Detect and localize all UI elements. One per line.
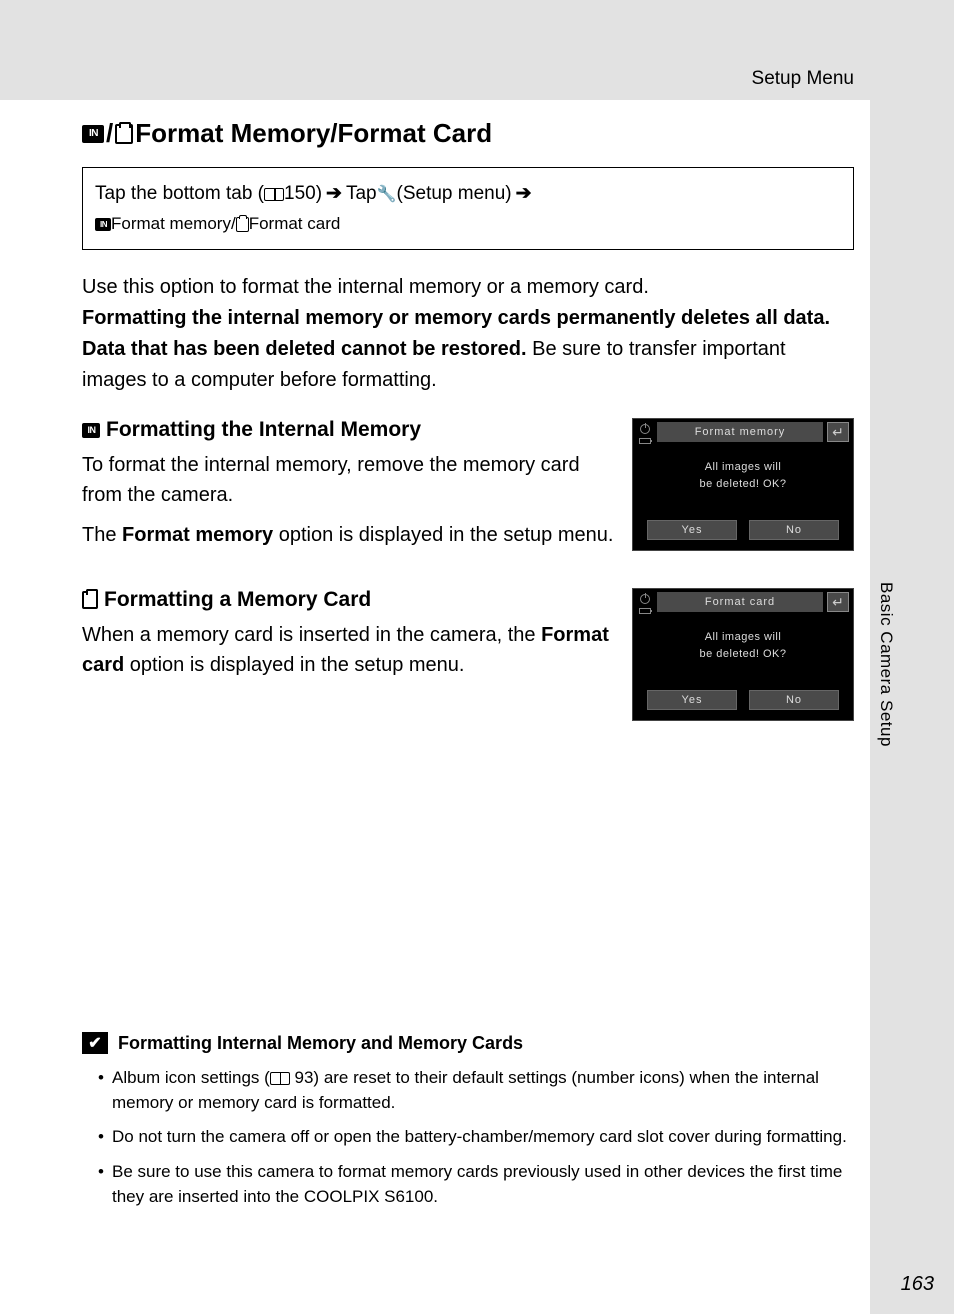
page-title-text: Format Memory/Format Card xyxy=(135,118,492,149)
lcd-title: Format card xyxy=(657,592,823,612)
lcd-no-button[interactable]: No xyxy=(749,690,839,710)
intro-line-1: Use this option to format the internal m… xyxy=(82,272,854,303)
internal-memory-icon: IN xyxy=(82,125,104,143)
page-ref-icon xyxy=(270,1072,290,1085)
navigation-path-box: Tap the bottom tab ( 150) ➔ Tap 🔧 (Setup… xyxy=(82,167,854,250)
section-format-card: Formatting a Memory Card When a memory c… xyxy=(82,588,854,721)
text-run: When a memory card is inserted in the ca… xyxy=(82,624,541,646)
lcd-screenshot-format-card: Format card ↵ All images will be deleted… xyxy=(632,588,854,721)
nav-text: Format memory/ xyxy=(111,210,236,239)
page-shell: Setup Menu IN/ Format Memory/Format Card… xyxy=(0,0,954,1314)
lcd-message: All images will be deleted! OK? xyxy=(633,615,853,690)
section-paragraph: To format the internal memory, remove th… xyxy=(82,450,614,510)
section-paragraph: When a memory card is inserted in the ca… xyxy=(82,620,614,680)
lcd-title: Format memory xyxy=(657,422,823,442)
note-bullet: Album icon settings ( 93) are reset to t… xyxy=(98,1066,854,1115)
caution-check-icon: ✔ xyxy=(82,1032,108,1054)
setup-wrench-icon: 🔧 xyxy=(377,181,397,208)
nav-text: Tap the bottom tab ( xyxy=(95,178,264,210)
battery-icon xyxy=(639,608,651,614)
battery-icon xyxy=(639,438,651,444)
lcd-yes-button[interactable]: Yes xyxy=(647,520,737,540)
header-section-label: Setup Menu xyxy=(752,68,854,90)
lcd-msg-line: be deleted! OK? xyxy=(633,646,853,663)
lcd-no-button[interactable]: No xyxy=(749,520,839,540)
nav-text: Format card xyxy=(249,210,341,239)
lcd-msg-line: All images will xyxy=(633,459,853,476)
arrow-icon: ➔ xyxy=(326,178,342,210)
nav-pageref: 150) xyxy=(284,178,322,210)
note-box: ✔ Formatting Internal Memory and Memory … xyxy=(82,1032,854,1219)
internal-memory-icon: IN xyxy=(82,423,100,438)
lcd-message: All images will be deleted! OK? xyxy=(633,445,853,520)
text-run: option is displayed in the setup menu. xyxy=(273,524,613,546)
section-paragraph: The Format memory option is displayed in… xyxy=(82,520,614,550)
note-bullet: Do not turn the camera off or open the b… xyxy=(98,1125,854,1150)
lcd-back-button[interactable]: ↵ xyxy=(827,592,849,612)
lcd-back-button[interactable]: ↵ xyxy=(827,422,849,442)
text-run: The xyxy=(82,524,122,546)
page-title: IN/ Format Memory/Format Card xyxy=(82,118,854,149)
note-heading-text: Formatting Internal Memory and Memory Ca… xyxy=(118,1033,523,1054)
sd-card-icon xyxy=(236,217,249,232)
lcd-msg-line: All images will xyxy=(633,629,853,646)
section-heading-text: Formatting a Memory Card xyxy=(104,588,371,612)
page-number: 163 xyxy=(901,1273,934,1296)
text-run: Album icon settings ( xyxy=(112,1068,270,1087)
page-ref-icon xyxy=(264,188,284,201)
page-content-area: IN/ Format Memory/Format Card Tap the bo… xyxy=(0,100,870,1314)
section-heading-text: Formatting the Internal Memory xyxy=(106,418,421,442)
intro-paragraph: Use this option to format the internal m… xyxy=(82,272,854,396)
note-heading: ✔ Formatting Internal Memory and Memory … xyxy=(82,1032,854,1054)
sd-card-icon xyxy=(115,124,133,144)
section-heading: Formatting a Memory Card xyxy=(82,588,614,612)
text-bold: Format memory xyxy=(122,524,273,546)
lcd-msg-line: be deleted! OK? xyxy=(633,476,853,493)
side-section-label: Basic Camera Setup xyxy=(876,582,896,747)
note-bullet: Be sure to use this camera to format mem… xyxy=(98,1160,854,1209)
text-run: option is displayed in the setup menu. xyxy=(124,654,464,676)
nav-text: (Setup menu) xyxy=(397,178,512,210)
section-heading: IN Formatting the Internal Memory xyxy=(82,418,614,442)
return-icon: ↵ xyxy=(832,424,844,441)
nav-text: Tap xyxy=(346,178,377,210)
lcd-screenshot-format-memory: Format memory ↵ All images will be delet… xyxy=(632,418,854,551)
return-icon: ↵ xyxy=(832,594,844,611)
arrow-icon: ➔ xyxy=(516,178,532,210)
power-icon xyxy=(640,594,650,604)
main-content: IN/ Format Memory/Format Card Tap the bo… xyxy=(82,118,854,749)
internal-memory-icon: IN xyxy=(95,218,111,231)
title-slash: / xyxy=(106,118,113,149)
power-icon xyxy=(640,424,650,434)
sd-card-icon xyxy=(82,591,98,609)
section-format-internal: IN Formatting the Internal Memory To for… xyxy=(82,418,854,560)
lcd-yes-button[interactable]: Yes xyxy=(647,690,737,710)
